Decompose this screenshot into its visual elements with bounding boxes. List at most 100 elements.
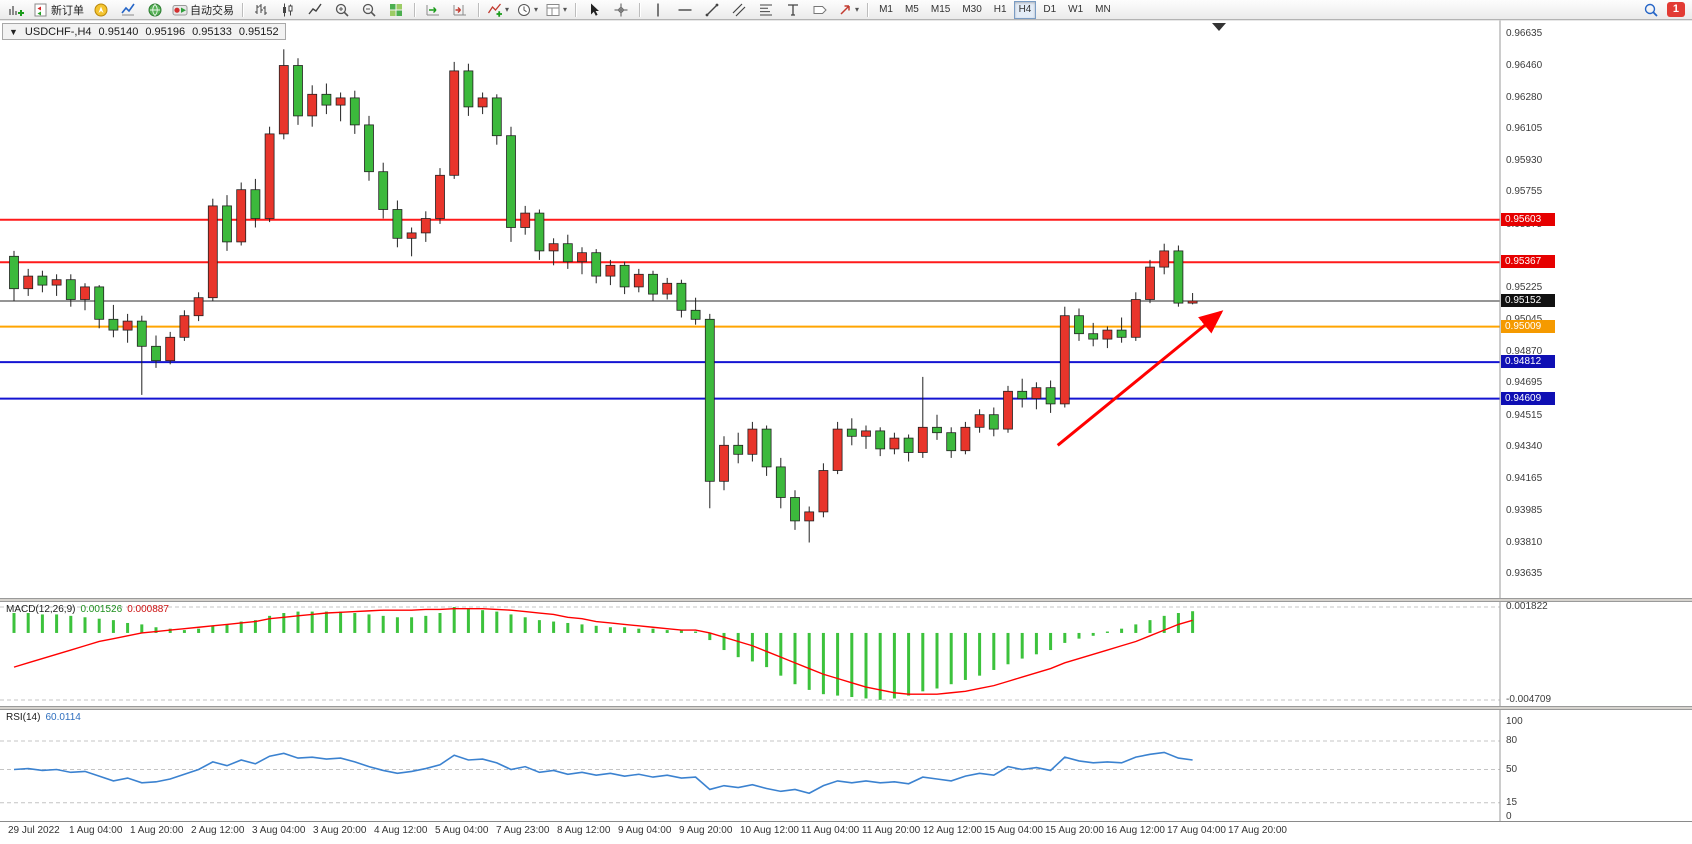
chart-low-value: 0.95133 bbox=[192, 25, 232, 38]
time-axis-label: 29 Jul 2022 bbox=[8, 825, 60, 836]
dropdown-caret-icon: ▾ bbox=[505, 4, 510, 14]
toolbar-separator bbox=[575, 2, 577, 17]
rsi-level-label: 0 bbox=[1506, 811, 1512, 822]
panel-separator-macd-rsi[interactable] bbox=[0, 706, 1692, 710]
price-axis-label: 0.93635 bbox=[1506, 568, 1543, 579]
timeframe-button-m1[interactable]: M1 bbox=[879, 4, 893, 15]
price-axis-label: 0.96635 bbox=[1506, 28, 1543, 39]
trendline-button[interactable] bbox=[699, 0, 725, 20]
cursor-button[interactable] bbox=[581, 0, 607, 20]
time-axis-label: 5 Aug 04:00 bbox=[435, 825, 489, 836]
indicators-button[interactable]: ▾ bbox=[484, 0, 512, 20]
arrows-tool-button[interactable]: ▾ bbox=[834, 0, 862, 20]
crosshair-button[interactable] bbox=[608, 0, 634, 20]
timeframe-button-mn[interactable]: MN bbox=[1095, 4, 1111, 15]
time-axis-label: 10 Aug 12:00 bbox=[740, 825, 799, 836]
rsi-level-label: 50 bbox=[1506, 763, 1518, 775]
price-axis-label: 0.95755 bbox=[1506, 186, 1543, 198]
zoom-in-icon bbox=[335, 3, 349, 17]
clock-icon bbox=[518, 3, 531, 16]
price-axis-label: 0.95930 bbox=[1506, 154, 1543, 166]
equidistant-channel-button[interactable] bbox=[726, 0, 752, 20]
vertical-line-button[interactable] bbox=[645, 0, 671, 20]
tile-windows-button[interactable] bbox=[383, 0, 409, 20]
price-tag-support: 0.95009 bbox=[1501, 319, 1555, 333]
trend-arrow-annotation[interactable] bbox=[1056, 310, 1224, 447]
navigator-button[interactable] bbox=[142, 0, 168, 20]
cursor-arrow-icon bbox=[591, 3, 600, 16]
periods-button[interactable]: ▾ bbox=[513, 0, 541, 20]
toolbar-separator bbox=[867, 2, 869, 17]
panel-separator-main-macd[interactable] bbox=[0, 598, 1692, 602]
price-axis-label: 0.96280 bbox=[1506, 91, 1543, 103]
rsi-layer bbox=[0, 740, 1500, 804]
horizontal-line-button[interactable] bbox=[672, 0, 698, 20]
chart-symbol-timeframe: USDCHF-,H4 bbox=[24, 25, 92, 38]
time-axis[interactable]: 29 Jul 2022 1 Aug 04:00 1 Aug 20:00 2 Aug 1… bbox=[0, 821, 1692, 844]
time-axis-label: 11 Aug 20:00 bbox=[862, 825, 921, 836]
timeframe-button-m30[interactable]: M30 bbox=[962, 4, 982, 15]
toolbar-separator bbox=[639, 2, 641, 17]
timeframe-button-d1[interactable]: D1 bbox=[1043, 4, 1057, 15]
time-axis-label: 7 Aug 23:00 bbox=[496, 825, 550, 836]
time-axis-label: 3 Aug 04:00 bbox=[252, 825, 306, 836]
chart-shift-button[interactable] bbox=[447, 0, 473, 20]
timeframe-button-m5[interactable]: M5 bbox=[904, 4, 919, 15]
rsi-name: RSI(14) bbox=[6, 712, 41, 723]
tile-windows-icon bbox=[390, 3, 402, 16]
price-tag-current-price: 0.95152 bbox=[1501, 293, 1555, 307]
price-tag-resistance: 0.95367 bbox=[1501, 255, 1555, 269]
metaeditor-button[interactable] bbox=[88, 0, 114, 20]
auto-scroll-button[interactable] bbox=[420, 0, 446, 20]
bar-chart-button[interactable] bbox=[248, 0, 274, 20]
notification-badge[interactable]: 1 bbox=[1666, 2, 1685, 17]
price-axis-label: 0.96105 bbox=[1506, 123, 1543, 135]
price-tag-resistance: 0.95603 bbox=[1501, 212, 1555, 226]
timeframe-button-h1[interactable]: H1 bbox=[993, 4, 1007, 15]
toolbar-separator bbox=[242, 2, 243, 17]
timeframe-button-m15[interactable]: M15 bbox=[930, 4, 951, 15]
zoom-out-icon bbox=[362, 3, 376, 17]
new-chart-icon bbox=[9, 5, 24, 16]
horizontal-lines-layer bbox=[0, 218, 1500, 400]
market-watch-button[interactable] bbox=[115, 0, 141, 20]
zoom-out-button[interactable] bbox=[356, 0, 382, 20]
text-label-button[interactable] bbox=[807, 0, 833, 20]
templates-button[interactable]: ▾ bbox=[542, 0, 570, 20]
line-chart-icon bbox=[308, 3, 322, 14]
candlestick-chart-button[interactable] bbox=[275, 0, 301, 20]
fibonacci-button[interactable] bbox=[753, 0, 779, 20]
time-axis-label: 15 Aug 20:00 bbox=[1045, 825, 1104, 836]
zoom-in-button[interactable] bbox=[329, 0, 355, 20]
text-tool-icon bbox=[788, 3, 799, 16]
price-axis-label: 0.95225 bbox=[1506, 281, 1543, 293]
dropdown-caret-icon: ▾ bbox=[563, 4, 568, 14]
line-chart-button[interactable] bbox=[302, 0, 328, 20]
macd-layer bbox=[0, 606, 1500, 701]
chart-high-value: 0.95196 bbox=[145, 25, 186, 38]
timeframe-button-w1[interactable]: W1 bbox=[1068, 4, 1084, 15]
chart-open-value: 0.95140 bbox=[98, 25, 139, 38]
search-icon[interactable] bbox=[1643, 2, 1659, 18]
timeframe-button-h4[interactable]: H4 bbox=[1013, 0, 1037, 19]
chart-shift-marker-icon[interactable] bbox=[1212, 23, 1226, 31]
text-label-icon bbox=[813, 5, 827, 14]
time-axis-label: 1 Aug 20:00 bbox=[130, 825, 184, 836]
text-tool-button[interactable] bbox=[780, 0, 806, 20]
time-axis-label: 17 Aug 04:00 bbox=[1167, 825, 1226, 836]
horizontal-line-icon bbox=[678, 8, 692, 11]
new-chart-button[interactable] bbox=[3, 0, 29, 20]
new-order-label: 新订单 bbox=[51, 4, 84, 17]
price-axis-label: 0.94515 bbox=[1506, 409, 1543, 421]
autotrading-button[interactable]: 自动交易 bbox=[169, 0, 237, 20]
bar-chart-icon bbox=[255, 3, 267, 15]
chart-shift-icon bbox=[453, 4, 466, 15]
macd-axis-min: -0.004709 bbox=[1506, 694, 1552, 705]
candlestick-chart-icon bbox=[283, 3, 293, 16]
metaeditor-compass-icon bbox=[94, 3, 108, 16]
new-order-button[interactable]: 新订单 bbox=[30, 0, 87, 20]
one-click-trading-arrow-icon[interactable]: ▼ bbox=[9, 26, 18, 37]
auto-scroll-icon bbox=[426, 4, 439, 15]
vertical-line-icon bbox=[657, 3, 659, 16]
